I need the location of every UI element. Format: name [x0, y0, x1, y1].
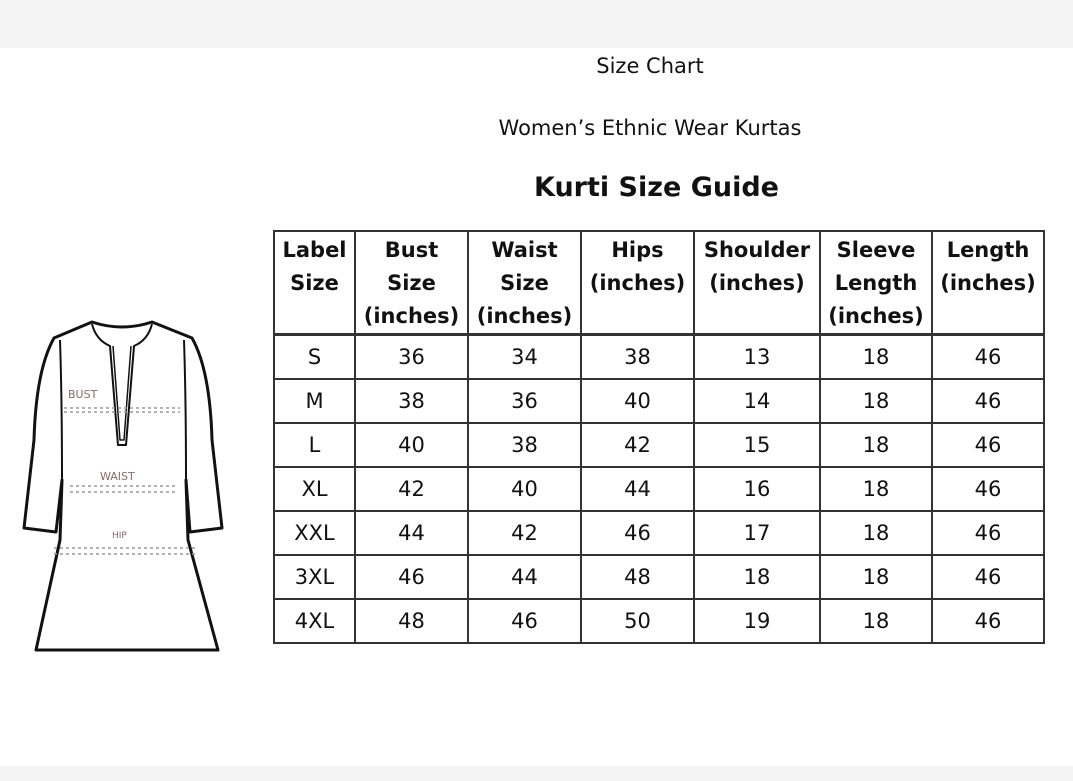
bottom-band — [0, 766, 1073, 781]
top-band — [0, 0, 1073, 48]
column-header: Shoulder (inches) — [693, 230, 821, 336]
header-line: Length — [834, 271, 918, 295]
table-row: M 38 36 40 14 18 46 — [273, 378, 1045, 424]
header-line: (inches) — [828, 304, 924, 328]
header-line: Waist — [491, 238, 558, 262]
page-title: Size Chart — [596, 54, 704, 78]
table-cell: 42 — [467, 510, 582, 556]
table-cell: 42 — [580, 422, 695, 468]
column-header: Bust Size (inches) — [354, 230, 469, 336]
table-cell: 36 — [354, 333, 469, 380]
table-cell: 18 — [819, 466, 933, 512]
size-table: Label Size Bust Size (inches) Waist Size (inche… — [273, 230, 1045, 644]
table-cell: 46 — [931, 333, 1045, 380]
table-cell: 46 — [931, 422, 1045, 468]
column-header: Length (inches) — [931, 230, 1045, 336]
table-row: XL 42 40 44 16 18 46 — [273, 466, 1045, 512]
column-header: Hips (inches) — [580, 230, 695, 336]
table-cell: 44 — [354, 510, 469, 556]
table-cell: 17 — [693, 510, 821, 556]
kurta-illustration: BUST WAIST HIP — [22, 320, 224, 652]
table-cell: 19 — [693, 598, 821, 644]
header-line: Size — [290, 271, 339, 295]
table-cell: 46 — [467, 598, 582, 644]
table-cell: 18 — [693, 554, 821, 600]
waist-label: WAIST — [100, 470, 135, 483]
table-cell: 34 — [467, 333, 582, 380]
header-line: Size — [387, 271, 436, 295]
table-cell: 18 — [819, 598, 933, 644]
table-cell: 38 — [354, 378, 469, 424]
table-cell: L — [273, 422, 356, 468]
table-row: S 36 34 38 13 18 46 — [273, 333, 1045, 380]
header-line: (inches) — [589, 271, 686, 295]
page-heading: Kurti Size Guide — [534, 172, 779, 203]
table-cell: 15 — [693, 422, 821, 468]
table-cell: 44 — [580, 466, 695, 512]
table-cell: 40 — [580, 378, 695, 424]
page-subtitle: Women’s Ethnic Wear Kurtas — [498, 116, 802, 140]
table-cell: 46 — [931, 598, 1045, 644]
header-line: Length — [946, 238, 1030, 262]
table-cell: 18 — [819, 554, 933, 600]
bust-label: BUST — [68, 388, 98, 401]
table-cell: XL — [273, 466, 356, 512]
table-cell: 14 — [693, 378, 821, 424]
table-cell: 46 — [580, 510, 695, 556]
table-cell: XXL — [273, 510, 356, 556]
table-cell: 13 — [693, 333, 821, 380]
table-cell: 18 — [819, 333, 933, 380]
header-line: Shoulder — [703, 238, 811, 262]
header-line: (inches) — [709, 271, 805, 295]
table-row: 4XL 48 46 50 19 18 46 — [273, 598, 1045, 644]
table-cell: 4XL — [273, 598, 356, 644]
table-cell: 40 — [467, 466, 582, 512]
column-header: Label Size — [273, 230, 356, 336]
table-cell: 18 — [819, 422, 933, 468]
table-cell: 38 — [580, 333, 695, 380]
header-line: Label — [282, 238, 347, 262]
table-row: XXL 44 42 46 17 18 46 — [273, 510, 1045, 556]
table-cell: 46 — [354, 554, 469, 600]
table-cell: 50 — [580, 598, 695, 644]
table-cell: 3XL — [273, 554, 356, 600]
table-cell: 16 — [693, 466, 821, 512]
header-line: (inches) — [476, 304, 573, 328]
table-cell: 44 — [467, 554, 582, 600]
table-cell: 48 — [354, 598, 469, 644]
table-cell: 42 — [354, 466, 469, 512]
hip-label: HIP — [112, 531, 127, 541]
table-cell: 46 — [931, 378, 1045, 424]
header-line: (inches) — [363, 304, 460, 328]
table-cell: 18 — [819, 510, 933, 556]
table-cell: 40 — [354, 422, 469, 468]
table-cell: 46 — [931, 466, 1045, 512]
header-line: Size — [500, 271, 549, 295]
table-cell: 46 — [931, 554, 1045, 600]
column-header: Waist Size (inches) — [467, 230, 582, 336]
header-line: Bust — [384, 238, 439, 262]
header-line: Hips — [611, 238, 664, 262]
column-header: Sleeve Length (inches) — [819, 230, 933, 336]
table-cell: S — [273, 333, 356, 380]
header-line: (inches) — [940, 271, 1036, 295]
header-row: Label Size Bust Size (inches) Waist Size (inche… — [273, 230, 1045, 336]
header-line: Sleeve — [836, 238, 916, 262]
table-cell: 38 — [467, 422, 582, 468]
table-cell: 36 — [467, 378, 582, 424]
table-cell: M — [273, 378, 356, 424]
table-cell: 46 — [931, 510, 1045, 556]
table-row: 3XL 46 44 48 18 18 46 — [273, 554, 1045, 600]
table-row: L 40 38 42 15 18 46 — [273, 422, 1045, 468]
table-cell: 18 — [819, 378, 933, 424]
table-cell: 48 — [580, 554, 695, 600]
